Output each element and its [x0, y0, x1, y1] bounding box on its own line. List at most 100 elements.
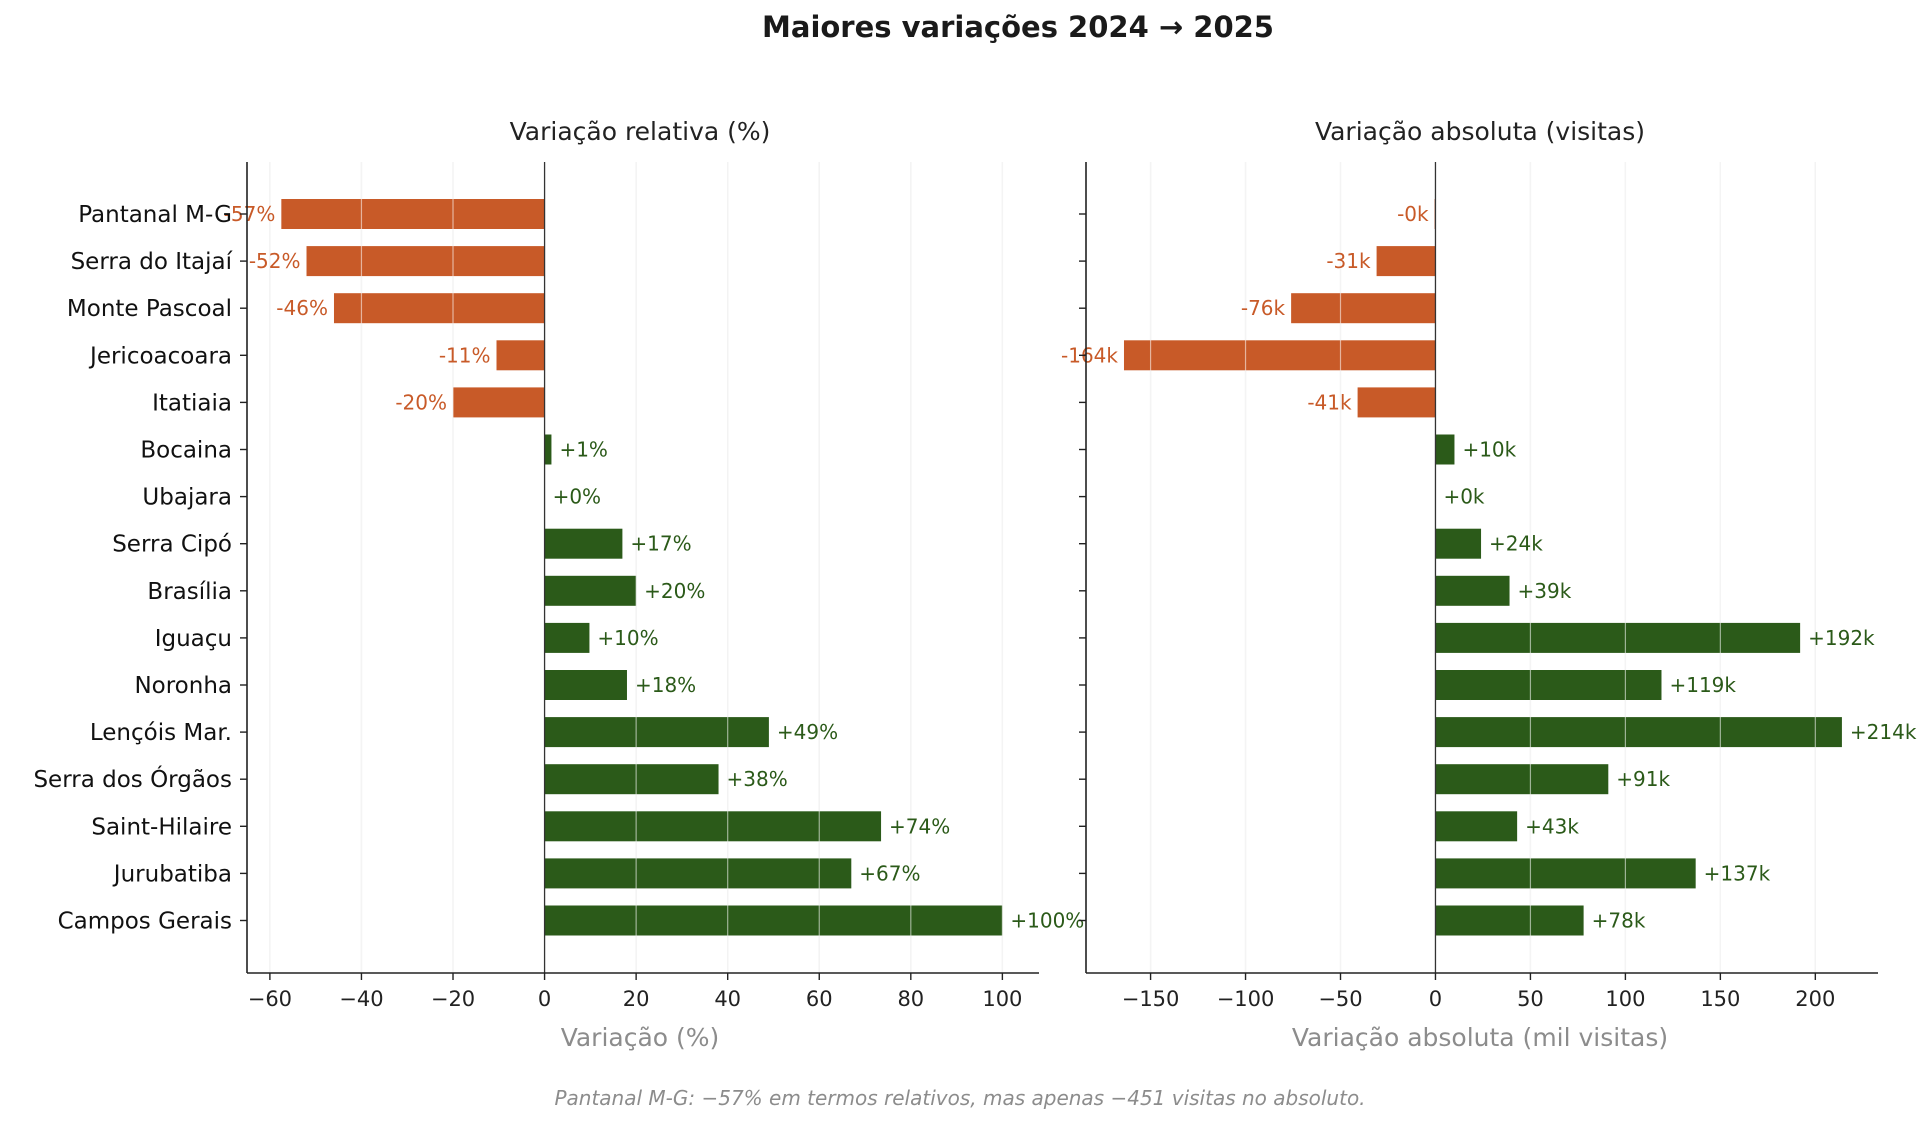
relative-x-tick-label: 100	[982, 987, 1022, 1011]
category-label: Serra do Itajaí	[71, 249, 233, 275]
category-label: Monte Pascoal	[67, 296, 232, 322]
relative-bar	[544, 858, 852, 889]
absolute-data-label: +39k	[1518, 579, 1572, 603]
relative-data-label: +17%	[630, 532, 691, 556]
absolute-panel-title: Variação absoluta (visitas)	[1315, 117, 1645, 146]
absolute-x-tick-label: 100	[1605, 987, 1645, 1011]
category-label: Noronha	[134, 673, 232, 699]
relative-bar	[544, 717, 769, 748]
absolute-x-tick-label: 50	[1517, 987, 1544, 1011]
absolute-data-label: -0k	[1397, 202, 1429, 226]
category-label: Brasília	[147, 579, 232, 605]
category-label: Serra Cipó	[112, 532, 232, 558]
absolute-data-label: +137k	[1704, 861, 1771, 885]
relative-panel-title: Variação relativa (%)	[510, 117, 771, 146]
relative-bar	[544, 575, 637, 606]
absolute-x-tick-label: −150	[1122, 987, 1180, 1011]
relative-bar	[544, 622, 590, 653]
relative-bar	[333, 293, 545, 324]
relative-bar	[544, 670, 627, 700]
relative-data-label: +0%	[553, 485, 602, 509]
relative-data-label: -57%	[224, 202, 276, 226]
relative-bar	[544, 434, 552, 465]
absolute-x-axis-label: Variação absoluta (mil visitas)	[1292, 1023, 1668, 1052]
relative-x-tick-label: 60	[806, 987, 833, 1011]
category-label: Bocaina	[140, 438, 232, 464]
relative-data-label: +18%	[635, 673, 696, 697]
relative-data-label: +49%	[777, 720, 838, 744]
relative-x-tick-label: −40	[339, 987, 383, 1011]
absolute-data-label: -31k	[1326, 249, 1371, 273]
relative-data-label: +10%	[597, 626, 658, 650]
relative-bar	[544, 905, 1003, 936]
absolute-bar	[1435, 622, 1801, 653]
absolute-bar	[1435, 717, 1842, 748]
relative-x-tick-label: 80	[897, 987, 924, 1011]
absolute-bar	[1435, 670, 1662, 700]
absolute-bar	[1435, 905, 1584, 936]
relative-data-label: +20%	[644, 579, 705, 603]
absolute-bar	[1435, 764, 1609, 795]
category-label: Iguaçu	[155, 626, 232, 652]
absolute-x-tick-label: 150	[1700, 987, 1740, 1011]
absolute-data-label: -76k	[1241, 296, 1286, 320]
relative-bar	[544, 811, 882, 842]
category-label: Jurubatiba	[112, 861, 232, 887]
category-label: Saint-Hilaire	[91, 814, 232, 840]
absolute-data-label: +10k	[1462, 438, 1516, 462]
absolute-x-tick-label: 0	[1429, 987, 1442, 1011]
relative-x-axis-label: Variação (%)	[561, 1023, 720, 1052]
absolute-x-tick-label: −100	[1217, 987, 1275, 1011]
relative-data-label: -52%	[249, 249, 301, 273]
absolute-bar	[1435, 858, 1696, 889]
relative-data-label: +38%	[727, 767, 788, 791]
relative-data-label: +74%	[889, 814, 950, 838]
absolute-bar	[1357, 387, 1436, 418]
relative-x-tick-label: 0	[538, 987, 551, 1011]
absolute-bar	[1435, 434, 1455, 465]
relative-x-tick-label: 20	[623, 987, 650, 1011]
relative-bar	[544, 528, 623, 559]
category-label: Pantanal M-G	[78, 202, 232, 228]
relative-x-tick-label: −60	[248, 987, 292, 1011]
absolute-variation-panel: Variação absoluta (visitas) Variação abs…	[1061, 117, 1917, 1052]
absolute-bar	[1435, 811, 1518, 842]
absolute-data-label: +192k	[1808, 626, 1875, 650]
relative-data-label: +100%	[1010, 909, 1084, 933]
category-label: Serra dos Órgãos	[33, 765, 232, 793]
category-label: Ubajara	[142, 485, 232, 511]
absolute-bar	[1435, 575, 1510, 606]
absolute-data-label: +119k	[1669, 673, 1736, 697]
relative-data-label: -11%	[439, 343, 491, 367]
absolute-bar	[1376, 246, 1436, 277]
absolute-data-label: +214k	[1850, 720, 1917, 744]
relative-bar	[306, 246, 545, 277]
absolute-bar	[1291, 293, 1436, 324]
absolute-data-label: +24k	[1489, 532, 1543, 556]
relative-bar	[453, 387, 545, 418]
absolute-data-label: -41k	[1307, 390, 1352, 414]
relative-data-label: -20%	[395, 390, 447, 414]
absolute-bar	[1435, 528, 1482, 559]
absolute-x-tick-label: 200	[1795, 987, 1835, 1011]
category-label: Itatiaia	[152, 390, 232, 416]
relative-x-tick-label: −20	[431, 987, 475, 1011]
relative-data-label: -46%	[276, 296, 328, 320]
absolute-data-label: +43k	[1525, 814, 1579, 838]
absolute-data-label: -164k	[1061, 343, 1118, 367]
relative-bar	[544, 764, 719, 795]
absolute-data-label: +78k	[1592, 909, 1646, 933]
absolute-data-label: +91k	[1616, 767, 1670, 791]
relative-data-label: +67%	[859, 861, 920, 885]
category-label: Campos Gerais	[58, 909, 232, 935]
absolute-bar	[1123, 340, 1436, 371]
absolute-x-tick-label: −50	[1318, 987, 1362, 1011]
category-label: Lençóis Mar.	[90, 720, 232, 746]
relative-x-tick-label: 40	[714, 987, 741, 1011]
figure-title: Maiores variações 2024 → 2025	[762, 10, 1274, 44]
footnote: Pantanal M-G: −57% em termos relativos, …	[554, 1086, 1365, 1110]
relative-bar	[496, 340, 545, 371]
relative-bar	[281, 199, 545, 229]
absolute-data-label: +0k	[1443, 485, 1484, 509]
